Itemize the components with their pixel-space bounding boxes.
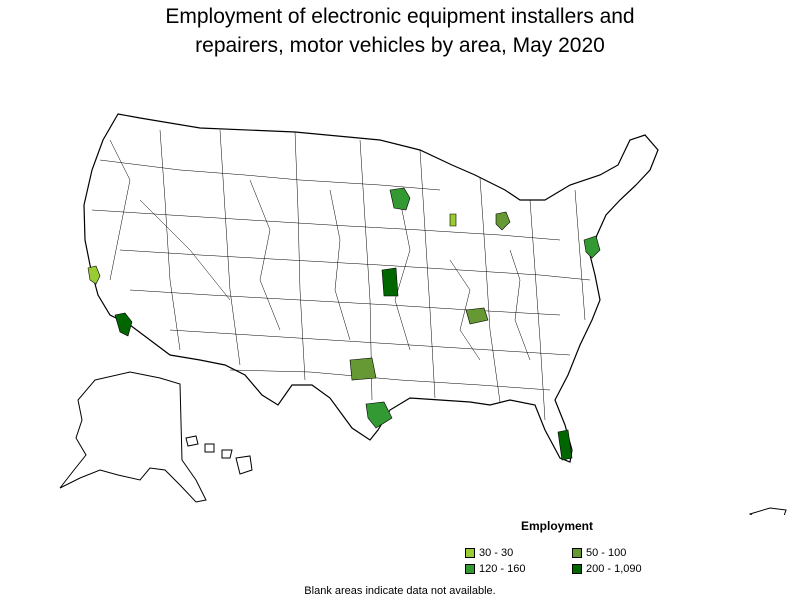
area-minneapolis (389, 187, 411, 211)
area-los-angeles (114, 312, 133, 337)
legend-item-120-160: 120 - 160 (465, 563, 525, 575)
area-kansas-city (381, 267, 399, 297)
legend-item-30-30: 30 - 30 (465, 547, 513, 559)
puerto-rico-outline (748, 507, 787, 515)
contiguous-us-outline (83, 113, 659, 463)
map-title-line-1: Employment of electronic equipment insta… (165, 5, 635, 28)
legend-label: 200 - 1,090 (586, 563, 642, 575)
legend-item-50-100: 50 - 100 (572, 547, 626, 559)
legend-title: Employment (521, 519, 594, 533)
legend-label: 30 - 30 (479, 547, 514, 559)
legend-label: 120 - 160 (479, 563, 526, 575)
footnote: Blank areas indicate data not available. (304, 585, 496, 597)
hawaii-outline (185, 435, 253, 475)
legend-swatch (465, 564, 475, 574)
area-houston (365, 401, 393, 429)
area-detroit (495, 211, 511, 231)
area-miami (557, 429, 573, 461)
alaska-outline (59, 371, 207, 503)
area-nashville (465, 307, 489, 325)
legend-swatch (572, 548, 582, 558)
legend-label: 50 - 100 (586, 547, 627, 559)
map-title: Employment of electronic equipment insta… (0, 2, 800, 60)
legend-item-200-1090: 200 - 1,090 (572, 563, 642, 575)
us-map (59, 113, 787, 515)
area-wisconsin (449, 213, 457, 227)
area-dallas (349, 357, 377, 381)
area-san-jose (87, 265, 101, 285)
area-boundaries (91, 129, 591, 421)
employment-areas (87, 187, 601, 461)
map-title-line-2: repairers, motor vehicles by area, May 2… (195, 34, 605, 57)
area-new-jersey (583, 235, 601, 259)
legend-swatch (572, 564, 582, 574)
legend-swatch (465, 548, 475, 558)
